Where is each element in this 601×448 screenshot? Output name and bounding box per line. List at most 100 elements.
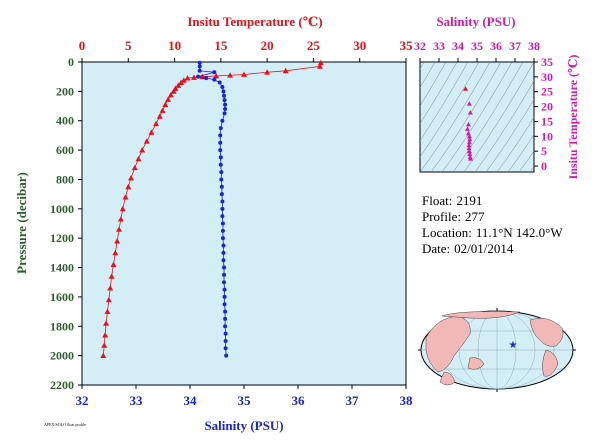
temperature-tick-label: 15 (214, 38, 228, 53)
temperature-point (112, 249, 119, 256)
temperature-axis-label: Insitu Temperature (℃) (187, 14, 322, 29)
temperature-point (125, 183, 132, 190)
temperature-point (170, 88, 177, 94)
pressure-tick-label: 400 (56, 114, 74, 128)
salinity-point (222, 98, 227, 103)
ts-salinity-tick-label: 33 (433, 39, 445, 53)
pressure-tick-label: 200 (56, 84, 74, 98)
ts-salinity-tick-label: 34 (452, 39, 464, 53)
temperature-tick-label: 20 (261, 38, 274, 53)
temperature-point (317, 59, 324, 66)
salinity-point (220, 236, 225, 241)
ts-temperature-tick-label: 35 (541, 55, 553, 69)
temperature-tick-label: 35 (400, 38, 414, 53)
temperature-point (110, 261, 117, 268)
salinity-point (197, 68, 202, 73)
salinity-point (221, 89, 226, 94)
salinity-point (218, 140, 223, 145)
pressure-axis-label: Pressure (decibar) (14, 172, 29, 274)
temperature-point (122, 194, 129, 200)
salinity-point (220, 84, 225, 89)
salinity-point (223, 324, 228, 329)
density-contour (420, 62, 436, 89)
profile-value: 277 (465, 209, 485, 224)
ts-salinity-tick-label: 35 (471, 39, 483, 53)
salinity-point (223, 106, 228, 111)
salinity-point (197, 60, 202, 65)
temperature-point (264, 69, 271, 75)
salinity-tick-label: 36 (292, 393, 306, 408)
temperature-point (282, 67, 289, 74)
temperature-point (191, 74, 198, 80)
salinity-point (220, 214, 225, 219)
float-location-marker: ★ (509, 340, 518, 351)
float-info: Float: 2191 Profile: 277 Location: 11.1°N 1… (422, 193, 563, 257)
temperature-point (114, 238, 121, 244)
density-contour (452, 62, 524, 172)
salinity-point (212, 77, 217, 82)
location-value: 11.1°N 142.0°W (475, 225, 563, 240)
temperature-point (167, 92, 174, 98)
pressure-tick-label: 1000 (50, 202, 74, 216)
ts-temperature-tick-label: 25 (541, 85, 553, 99)
ts-salinity-axis-label: Salinity (PSU) (436, 14, 515, 29)
temperature-point (107, 285, 114, 291)
salinity-point (217, 80, 222, 85)
density-contours (420, 62, 534, 172)
salinity-point (222, 111, 227, 116)
pressure-axis-ticks: 0 200 400 600 800 1000 1200 1400 1600 1800 2000 220… (50, 55, 82, 392)
pressure-tick-label: 0 (68, 55, 74, 69)
temperature-point (162, 101, 169, 107)
ts-point (468, 156, 474, 161)
density-contour (485, 98, 534, 172)
ts-point (466, 139, 472, 145)
ts-temperature-tick-label: 15 (541, 114, 553, 128)
temperature-tick-label: 0 (79, 38, 86, 53)
salinity-point (197, 64, 202, 69)
salinity-tick-label: 33 (130, 393, 144, 408)
salinity-point (222, 93, 227, 98)
salinity-point (220, 199, 225, 204)
salinity-point (222, 287, 227, 292)
temperature-point (117, 216, 124, 222)
temperature-axis-ticks: 0 5 10 15 20 25 30 35 (79, 38, 413, 62)
salinity-point (220, 118, 225, 123)
salinity-point (223, 316, 228, 321)
pressure-tick-label: 1600 (50, 290, 74, 304)
temperature-tick-label: 30 (353, 38, 366, 53)
salinity-point (219, 192, 224, 197)
temperature-point (128, 174, 135, 181)
salinity-tick-label: 38 (400, 393, 414, 408)
pressure-tick-label: 2200 (50, 378, 74, 392)
temperature-point (180, 77, 187, 83)
ts-temperature-tick-label: 10 (541, 129, 553, 143)
temperature-point (105, 296, 112, 303)
temperature-point (184, 75, 191, 81)
ts-point (467, 136, 473, 142)
density-contour (420, 62, 469, 142)
pressure-tick-label: 800 (56, 172, 74, 186)
density-contour (420, 62, 447, 107)
temperature-point (116, 226, 123, 232)
temperature-point (227, 72, 234, 78)
ts-salinity-tick-label: 36 (490, 39, 502, 53)
salinity-point (220, 228, 225, 233)
temperature-point (108, 273, 115, 279)
profile-plot-area (81, 61, 407, 386)
salinity-series (196, 60, 229, 358)
ts-point (467, 110, 473, 115)
temperature-tick-label: 5 (125, 38, 132, 53)
map-land (425, 311, 564, 386)
temperature-point (213, 72, 220, 79)
salinity-point (221, 250, 226, 255)
ts-salinity-ticks: 32 33 34 35 36 37 38 (414, 39, 540, 62)
ts-point (465, 121, 471, 127)
salinity-tick-label: 34 (184, 393, 198, 408)
temperature-point (143, 138, 150, 144)
temperature-tick-label: 10 (168, 38, 181, 53)
salinity-point (221, 258, 226, 263)
float-id-value: 2191 (456, 193, 483, 208)
date-value: 02/01/2014 (454, 241, 514, 256)
float-id-label: Float: (422, 193, 453, 208)
